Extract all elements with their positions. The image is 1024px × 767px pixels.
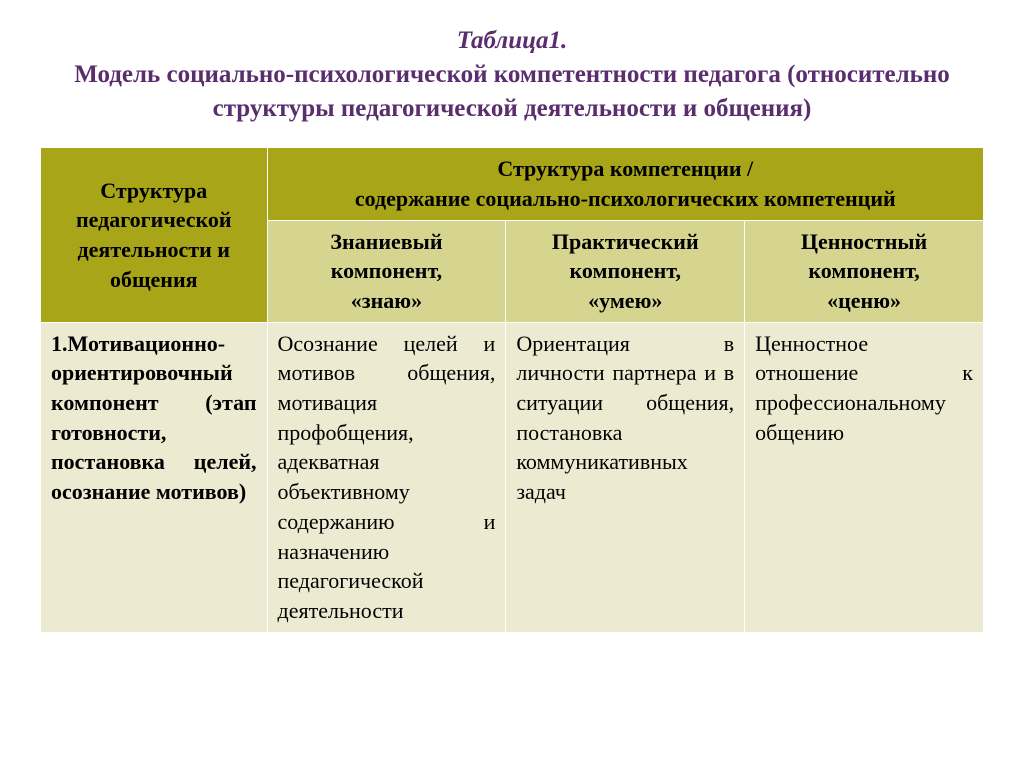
header-sub3-top: Ценностный компонент, — [755, 227, 973, 286]
header-sub3: Ценностный компонент, «ценю» — [745, 220, 984, 322]
competency-table: Структура педагогической деятельности и … — [40, 147, 984, 632]
header-sub2-top: Практический компонент, — [516, 227, 734, 286]
row1-col2: Осознание целей и мотивов общения, мотив… — [267, 322, 506, 632]
title-line1: Таблица1. — [70, 24, 954, 58]
table-header-row-1: Структура педагогической деятельности и … — [41, 148, 984, 220]
header-right-line1: Структура компетенции / — [497, 156, 753, 181]
header-sub1-top: Знаниевый компонент, — [278, 227, 496, 286]
header-sub1-bot: «знаю» — [278, 286, 496, 316]
header-sub1: Знаниевый компонент, «знаю» — [267, 220, 506, 322]
header-right-line2: содержание социально-психологических ком… — [355, 186, 896, 211]
header-right: Структура компетенции / содержание социа… — [267, 148, 983, 220]
table-row: 1.Мотивационно-ориентировочный компонент… — [41, 322, 984, 632]
header-left: Структура педагогической деятельности и … — [41, 148, 268, 322]
header-sub2: Практический компонент, «умею» — [506, 220, 745, 322]
header-sub2-bot: «умею» — [516, 286, 734, 316]
row1-col4: Ценностное отношение к профессиональному… — [745, 322, 984, 632]
row1-col1: 1.Мотивационно-ориентировочный компонент… — [41, 322, 268, 632]
header-sub3-bot: «ценю» — [755, 286, 973, 316]
title-line2: Модель социально-психологической компете… — [70, 58, 954, 126]
title-block: Таблица1. Модель социально-психологическ… — [40, 24, 984, 125]
slide-container: Таблица1. Модель социально-психологическ… — [0, 0, 1024, 767]
row1-col3: Ориентация в личности партнера и в ситуа… — [506, 322, 745, 632]
